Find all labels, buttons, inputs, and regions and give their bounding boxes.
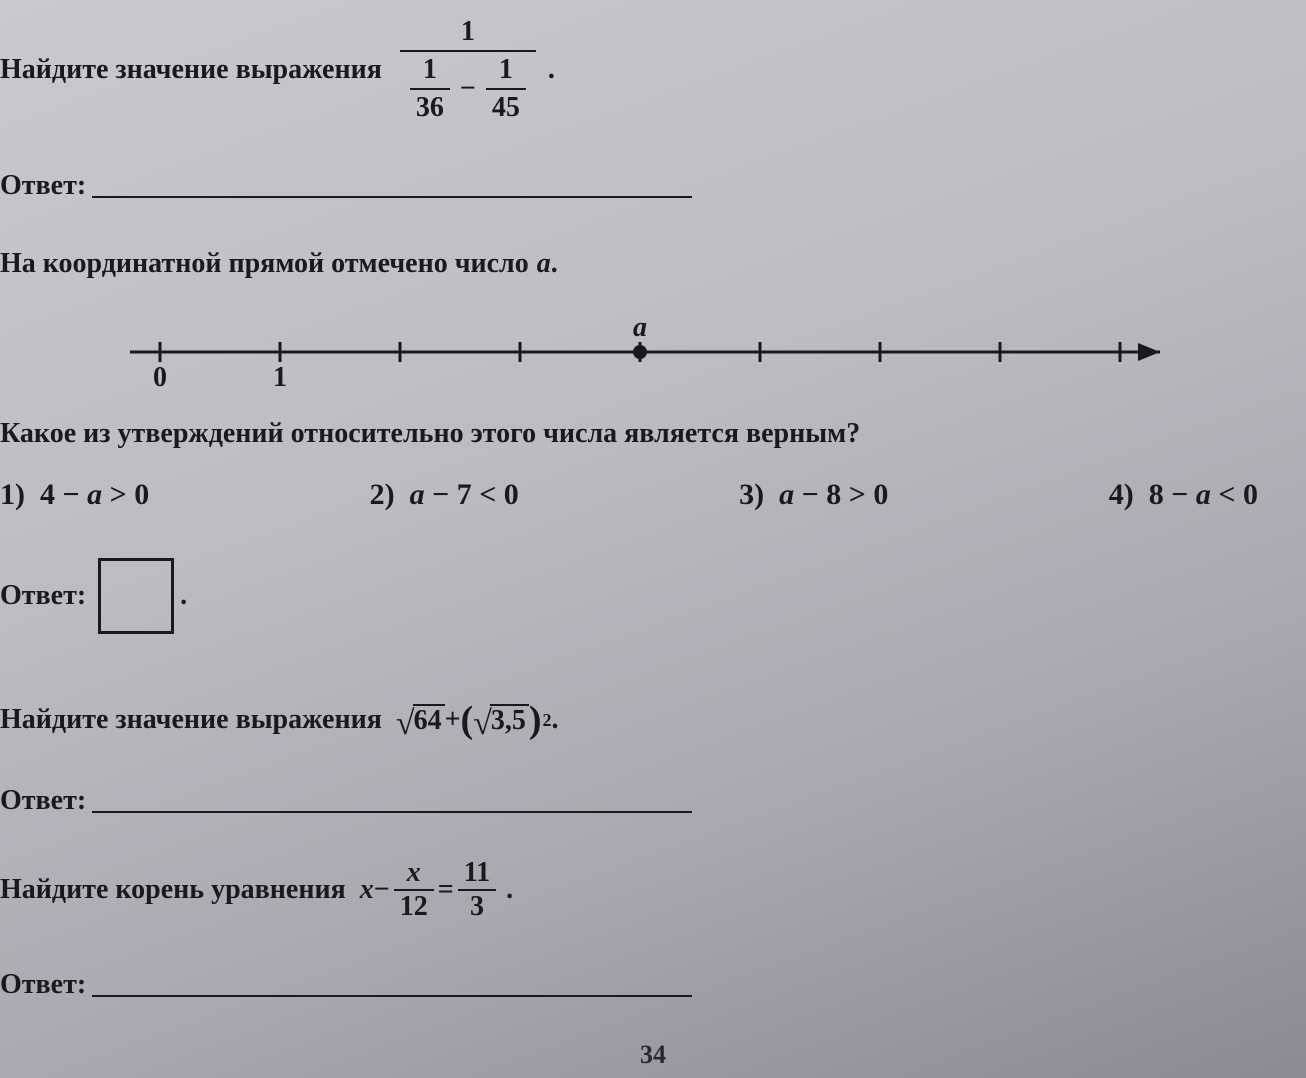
answer-blank-line[interactable] <box>92 196 692 198</box>
minus-op: − <box>374 874 390 906</box>
p2-question: Какое из утверждений относительно этого … <box>0 418 1276 450</box>
p4-prompt: Найдите корень уравнения <box>0 874 346 906</box>
num: x <box>401 859 427 887</box>
fraction-bar <box>410 88 450 90</box>
minus-op: − <box>460 75 476 103</box>
p2-answer-row: Ответ: . <box>0 558 1276 634</box>
radicand: 3,5 <box>490 704 529 737</box>
v: a <box>1196 478 1211 511</box>
problem-4: Найдите корень уравнения x − x 12 = 11 3… <box>0 859 1276 1001</box>
fraction-bar <box>400 50 536 52</box>
v: a <box>779 478 794 511</box>
option-1: 1) 4 − a > 0 <box>0 478 149 512</box>
lparen: ( <box>461 707 474 734</box>
v: a <box>87 478 102 511</box>
problem-2: На координатной прямой отмечено число a … <box>0 248 1276 634</box>
den: 45 <box>486 92 526 122</box>
p3-answer-row: Ответ: <box>0 785 1276 817</box>
v: a <box>410 478 425 511</box>
plus-op: + <box>445 704 461 736</box>
den: 12 <box>394 893 434 921</box>
svg-text:1: 1 <box>273 362 287 392</box>
page-number: 34 <box>640 1040 666 1070</box>
t: > 0 <box>102 478 149 511</box>
t: 4 − <box>40 478 87 511</box>
opt-num: 2) <box>370 478 395 511</box>
p1-prompt: Найдите значение выражения <box>0 54 382 86</box>
t: < 0 <box>1211 478 1258 511</box>
answer-blank-line[interactable] <box>92 995 692 997</box>
answer-blank-line[interactable] <box>92 811 692 813</box>
num: 1 <box>493 56 519 86</box>
svg-text:0: 0 <box>153 362 167 392</box>
p4-answer-row: Ответ: <box>0 969 1276 1001</box>
den: 3 <box>464 893 490 921</box>
opt-num: 4) <box>1109 478 1134 511</box>
period: . <box>548 54 555 86</box>
equals-op: = <box>438 874 454 906</box>
exponent-2: 2 <box>543 710 552 731</box>
problem-1: Найдите значение выражения 1 1 36 − 1 45 <box>0 18 1276 202</box>
answer-label: Ответ: <box>0 785 86 817</box>
number-line-svg: 0 1 a <box>120 302 1170 392</box>
frac-x-12: x 12 <box>394 859 434 921</box>
p4-text: Найдите корень уравнения x − x 12 = 11 3… <box>0 859 1276 921</box>
p1-main-fraction: 1 1 36 − 1 45 <box>400 18 536 122</box>
rparen: ) <box>529 707 542 734</box>
option-4: 4) 8 − a < 0 <box>1109 478 1258 512</box>
num: 11 <box>458 859 496 887</box>
p3-prompt: Найдите значение выражения <box>0 704 382 736</box>
num: 1 <box>417 56 443 86</box>
p1-answer-row: Ответ: <box>0 170 1276 202</box>
fraction-bar <box>486 88 526 90</box>
answer-box[interactable] <box>98 558 174 634</box>
den: 36 <box>410 92 450 122</box>
problem-3: Найдите значение выражения √ 64 + ( √ 3,… <box>0 704 1276 817</box>
worksheet-page: Найдите значение выражения 1 1 36 − 1 45 <box>0 0 1306 1078</box>
frac-11-3: 11 3 <box>458 859 496 921</box>
radicand: 64 <box>413 704 445 737</box>
sqrt-3-5: √ 3,5 <box>473 704 529 737</box>
p2-options: 1) 4 − a > 0 2) a − 7 < 0 3) a − 8 > 0 4… <box>0 478 1276 512</box>
answer-label: Ответ: <box>0 580 86 612</box>
problem-1-text: Найдите значение выражения 1 1 36 − 1 45 <box>0 18 1276 122</box>
var-x: x <box>360 874 374 906</box>
opt-num: 3) <box>739 478 764 511</box>
opt-num: 1) <box>0 478 25 511</box>
period: . <box>552 704 559 736</box>
p2-var-a: a <box>537 248 551 280</box>
period: . <box>551 248 558 280</box>
option-3: 3) a − 8 > 0 <box>739 478 888 512</box>
p1-den-right-frac: 1 45 <box>486 56 526 122</box>
answer-label: Ответ: <box>0 170 86 202</box>
p2-prompt-line: На координатной прямой отмечено число a … <box>0 248 1276 280</box>
t: − 7 < 0 <box>425 478 519 511</box>
p1-denominator: 1 36 − 1 45 <box>400 54 536 122</box>
period: . <box>506 874 513 906</box>
p3-text: Найдите значение выражения √ 64 + ( √ 3,… <box>0 704 1276 737</box>
option-2: 2) a − 7 < 0 <box>370 478 519 512</box>
p2-prompt: На координатной прямой отмечено число <box>0 248 529 280</box>
answer-label: Ответ: <box>0 969 86 1001</box>
svg-text:a: a <box>633 312 647 343</box>
t: 8 − <box>1149 478 1196 511</box>
number-line-diagram: 0 1 a <box>120 302 1170 400</box>
sqrt-64: √ 64 <box>396 704 445 737</box>
p1-numerator: 1 <box>455 18 481 48</box>
period: . <box>180 580 187 612</box>
p1-den-left-frac: 1 36 <box>410 56 450 122</box>
t: − 8 > 0 <box>794 478 888 511</box>
